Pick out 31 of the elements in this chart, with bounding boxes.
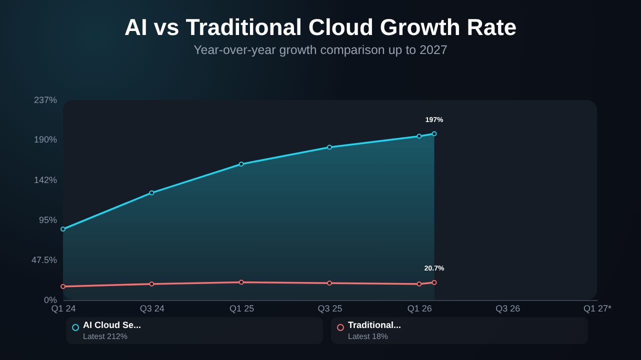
y-tick-label: 142%	[34, 175, 57, 186]
point	[432, 280, 437, 286]
legend-label: AI Cloud Se...	[83, 320, 142, 330]
point	[416, 134, 422, 139]
x-tick-label: Q1 25	[230, 304, 254, 314]
point	[432, 131, 437, 136]
point	[416, 281, 422, 286]
legend-label: Traditional...	[348, 320, 402, 330]
point	[238, 162, 244, 167]
point	[149, 281, 154, 286]
x-tick-label: Q1 27*	[583, 304, 612, 314]
x-tick-label: Q3 25	[318, 304, 342, 314]
x-tick-label: Q3 24	[140, 304, 164, 314]
y-tick-label: 95%	[38, 214, 57, 225]
y-tick-label: 0%	[44, 295, 57, 305]
y-tick-label: 47.5%	[31, 254, 57, 265]
y-tick-label: 237%	[34, 95, 57, 105]
point	[327, 280, 332, 286]
point	[60, 226, 66, 232]
point	[238, 280, 244, 285]
y-tick-label: 190%	[34, 134, 57, 145]
point	[60, 284, 66, 289]
point	[149, 190, 154, 196]
point	[327, 144, 332, 150]
chart-title: AI vs Traditional Cloud Growth Rate	[123, 14, 518, 41]
x-tick-label: Q1 26	[407, 304, 432, 314]
chart-subtitle: Year-over-year growth comparison up to 2027	[192, 43, 448, 57]
x-tick-label: Q1 24	[51, 304, 76, 314]
x-tick-label: Q3 26	[496, 304, 520, 314]
text: Latest 212%	[83, 332, 128, 341]
text: Latest 18%	[348, 332, 388, 341]
